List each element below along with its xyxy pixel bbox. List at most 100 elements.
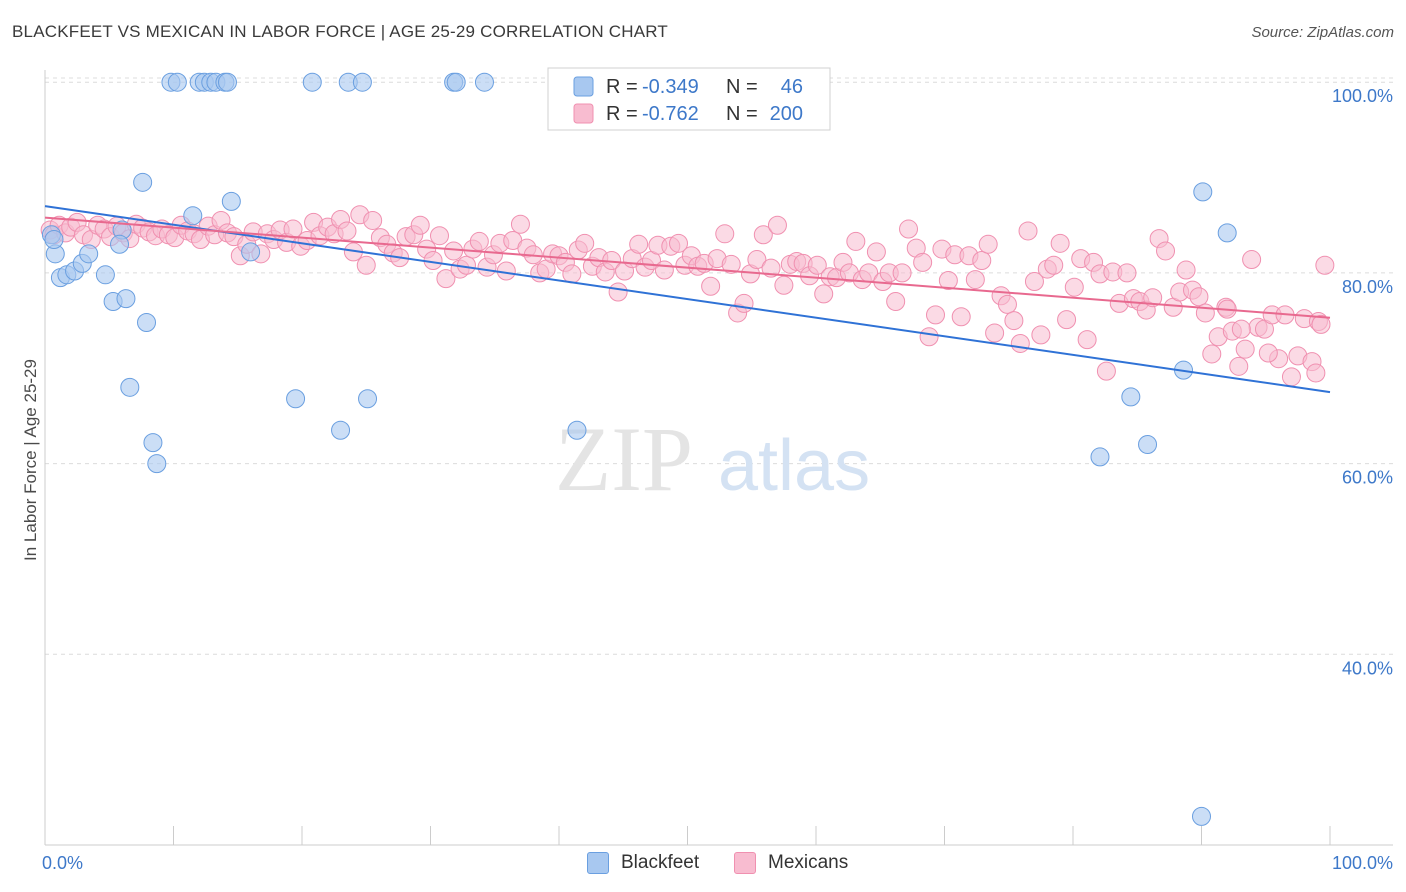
mexicans-point — [669, 233, 689, 253]
blackfeet-point — [44, 230, 64, 250]
mexicans-point — [1229, 356, 1249, 376]
mexicans-point — [734, 293, 754, 313]
mexicans-point — [1077, 330, 1097, 350]
mexicans-point — [1306, 363, 1326, 383]
blackfeet-point — [302, 72, 322, 92]
mexicans-point — [1189, 287, 1209, 307]
mexicans-point — [899, 219, 919, 239]
blackfeet-point — [358, 389, 378, 409]
blackfeet-point — [183, 206, 203, 226]
mexicans-point — [1143, 288, 1163, 308]
mexicans-point — [436, 269, 456, 289]
mexicans-point — [814, 284, 834, 304]
blackfeet-point — [167, 72, 187, 92]
bottom-legend-swatch-blackfeet — [587, 852, 609, 874]
mexicans-point — [951, 307, 971, 327]
mexicans-point — [978, 234, 998, 254]
mexicans-point — [1004, 311, 1024, 331]
bottom-legend-blackfeet: Blackfeet — [587, 852, 699, 874]
legend-r-label-2: R = — [606, 103, 638, 125]
mexicans-point — [629, 234, 649, 254]
mexicans-point — [807, 255, 827, 275]
mexicans-point — [444, 241, 464, 261]
mexicans-point — [410, 215, 430, 235]
blackfeet-point — [241, 242, 261, 262]
bottom-legend: Blackfeet Mexicans — [0, 850, 1406, 880]
blackfeet-point — [1192, 806, 1211, 826]
chart-title: BLACKFEET VS MEXICAN IN LABOR FORCE | AG… — [12, 22, 669, 41]
mexicans-point — [919, 327, 939, 347]
mexicans-point — [608, 282, 628, 302]
legend-n-label-1: N = — [726, 76, 758, 98]
blackfeet-point — [116, 289, 136, 309]
mexicans-point — [1231, 319, 1251, 339]
legend: R = -0.349 N = 46 R = -0.762 N = 200 — [547, 67, 831, 131]
mexicans-point — [1050, 233, 1070, 253]
blackfeet-point — [147, 454, 167, 474]
mexicans-point — [938, 271, 958, 291]
mexicans-point — [1176, 260, 1196, 280]
legend-n-value-1: 46 — [781, 76, 803, 98]
blackfeet-point — [1193, 182, 1213, 202]
blackfeet-point — [110, 234, 130, 254]
blackfeet-point — [217, 72, 237, 92]
watermark-atlas: atlas — [718, 426, 870, 506]
blackfeet-point — [286, 389, 306, 409]
legend-r-label-1: R = — [606, 76, 638, 98]
blackfeet-point — [95, 265, 115, 285]
bottom-legend-label-blackfeet: Blackfeet — [621, 852, 700, 873]
legend-swatch-blackfeet — [573, 76, 594, 97]
blackfeet-point — [474, 72, 494, 92]
mexicans-trend-line — [44, 216, 1331, 319]
legend-box — [547, 67, 831, 131]
y-tick-label: 100.0% — [1332, 86, 1393, 106]
mexicans-point — [469, 231, 489, 251]
mexicans-point — [892, 263, 912, 283]
blackfeet-points — [41, 72, 1237, 826]
blackfeet-point — [137, 312, 157, 332]
watermark: ZIP atlas — [555, 408, 870, 510]
blackfeet-point — [1121, 387, 1141, 407]
bottom-legend-mexicans: Mexicans — [734, 852, 848, 874]
mexicans-point — [774, 275, 794, 295]
legend-n-label-2: N = — [726, 103, 758, 125]
blackfeet-trend-line — [44, 205, 1331, 394]
mexicans-point — [1057, 310, 1077, 330]
mexicans-point — [1156, 241, 1176, 261]
y-tick-label: 80.0% — [1342, 277, 1393, 297]
mexicans-point — [1024, 271, 1044, 291]
mexicans-point — [1018, 221, 1038, 241]
mexicans-point — [701, 276, 721, 296]
blackfeet-point — [352, 72, 372, 92]
blackfeet-point — [331, 420, 351, 440]
x-tick-label: 100.0% — [1332, 853, 1393, 873]
blackfeet-point — [1217, 223, 1237, 243]
x-tick-label: 0.0% — [42, 853, 83, 873]
mexicans-point — [1044, 255, 1064, 275]
mexicans-point — [356, 255, 376, 275]
mexicans-point — [337, 221, 357, 241]
mexicans-point — [913, 252, 933, 272]
y-tick-label: 40.0% — [1342, 658, 1393, 678]
blackfeet-point — [446, 72, 466, 92]
mexicans-point — [1096, 361, 1116, 381]
mexicans-point — [1202, 344, 1222, 364]
legend-r-value-2: -0.762 — [642, 103, 699, 125]
legend-swatch-mexicans — [573, 103, 594, 124]
trend-lines — [44, 205, 1331, 394]
mexicans-point — [1315, 255, 1335, 275]
mexicans-point — [721, 254, 741, 274]
mexicans-point — [997, 294, 1017, 314]
mexicans-point — [965, 270, 985, 290]
mexicans-point — [1117, 263, 1137, 283]
mexicans-point — [363, 210, 383, 230]
mexicans-point — [429, 226, 449, 246]
mexicans-point — [1010, 333, 1030, 353]
source-label: Source: ZipAtlas.com — [1251, 24, 1394, 41]
bottom-legend-swatch-mexicans — [734, 852, 756, 874]
mexicans-point — [1258, 343, 1278, 363]
mexicans-point — [985, 323, 1005, 343]
mexicans-point — [562, 264, 582, 284]
axes: 40.0% 60.0% 80.0% 100.0% 0.0% 100.0% — [42, 70, 1393, 873]
